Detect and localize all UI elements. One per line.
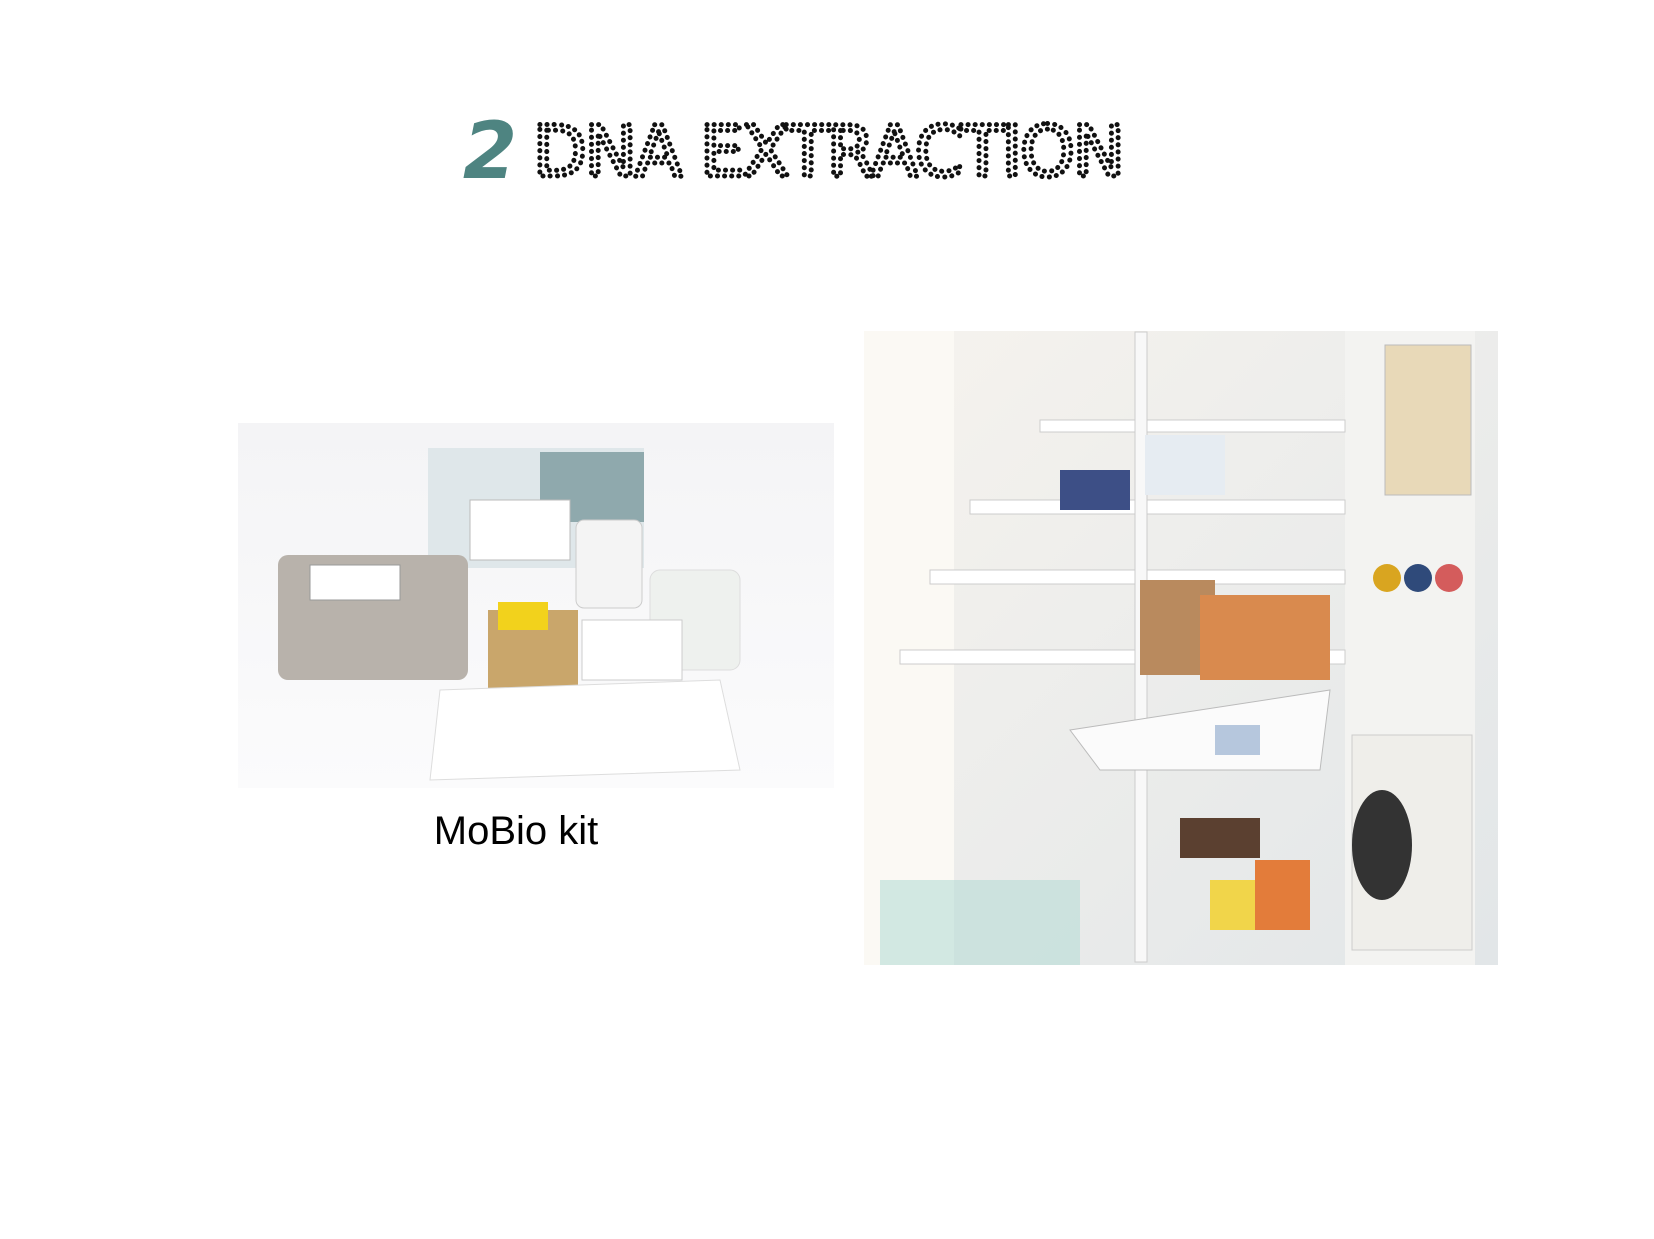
image-caption: MoBio kit — [434, 809, 599, 853]
section-title: DNA EXTRACTION — [533, 111, 1127, 193]
section-number: 2 — [463, 107, 517, 197]
kit-photo — [238, 423, 834, 788]
lab-photo — [864, 331, 1498, 965]
